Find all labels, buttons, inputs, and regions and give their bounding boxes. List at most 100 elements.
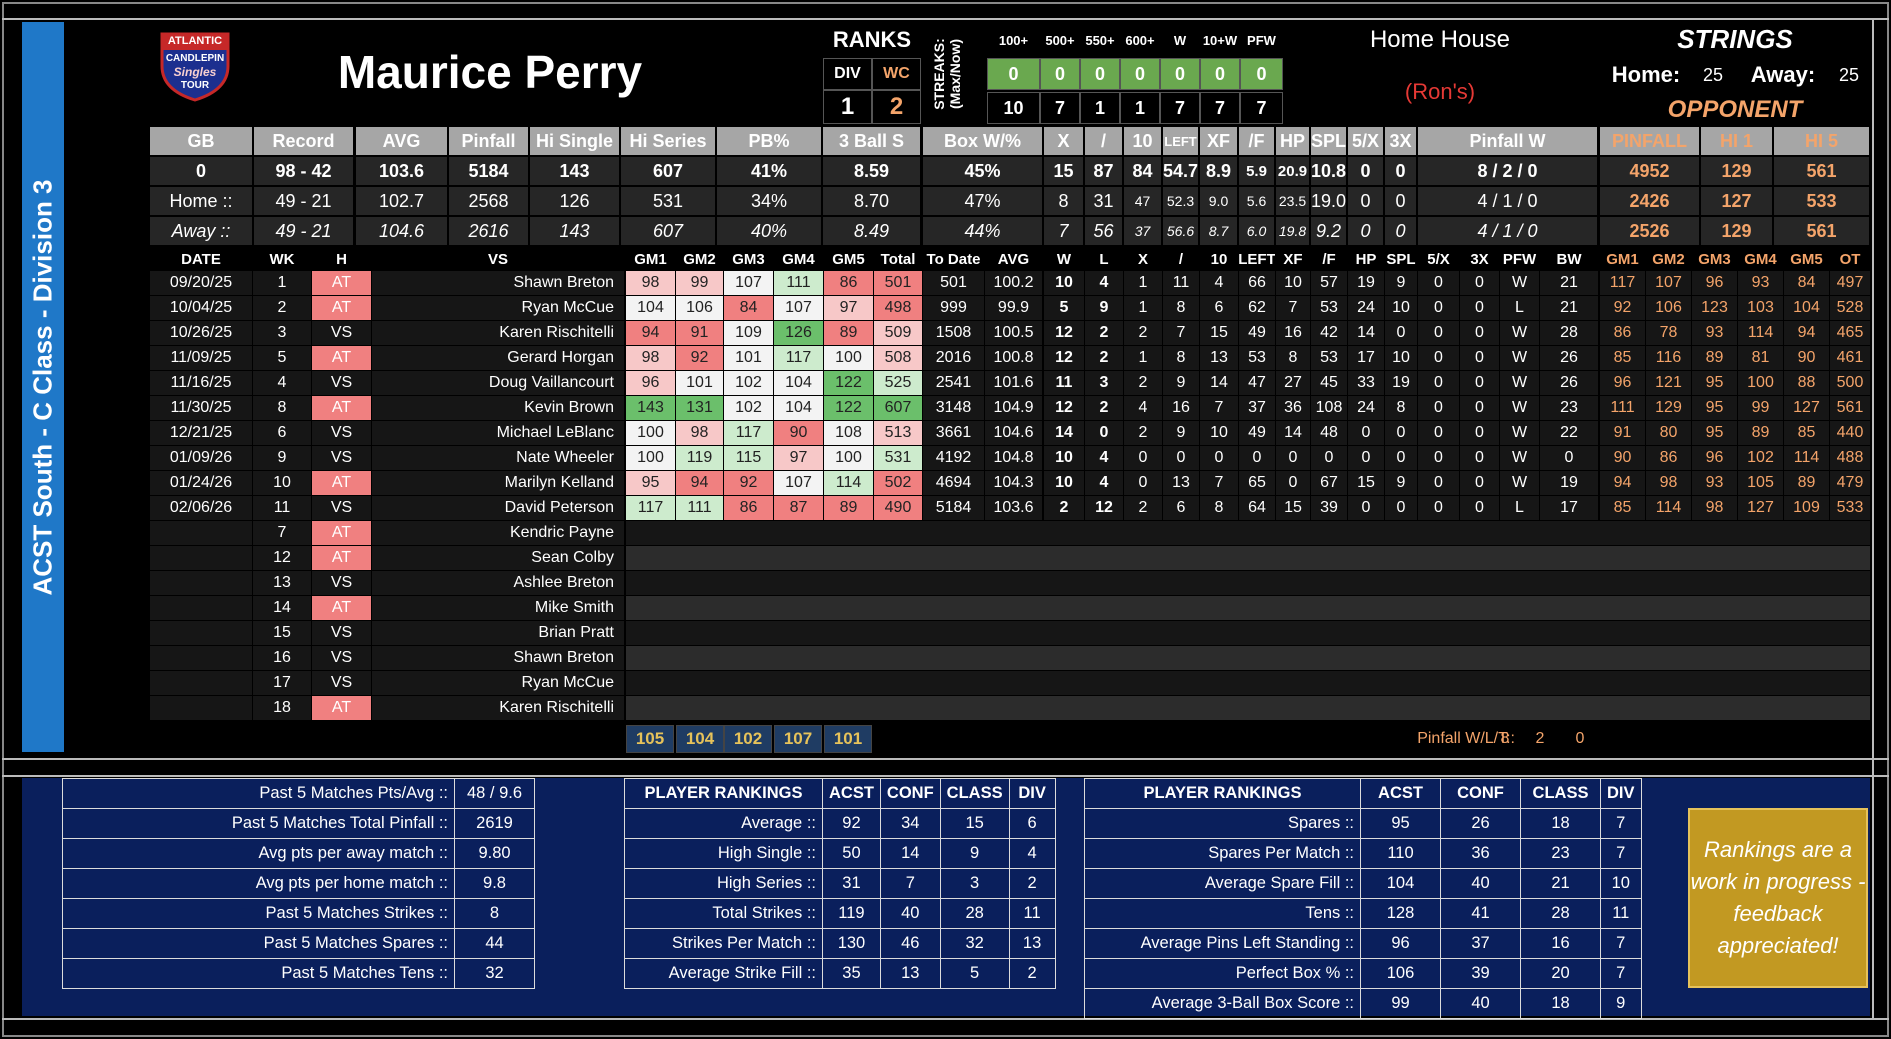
game-score: 94	[626, 321, 675, 345]
game-score: 107	[774, 471, 823, 495]
summary-value: 49 - 21	[254, 187, 353, 215]
game-stat: 4	[1085, 471, 1123, 495]
pinfall-l: 2	[1535, 730, 1545, 747]
game-score: 122	[824, 371, 873, 395]
game-stat: 9	[1085, 296, 1123, 320]
game-stat: 10	[1044, 471, 1084, 495]
game-stat: 0	[1385, 496, 1417, 520]
game-header: GM3	[1698, 250, 1731, 268]
rankings-label: High Series ::	[624, 868, 823, 899]
opp-game: 528	[1830, 296, 1870, 320]
game-total: 501	[874, 271, 922, 295]
upcoming-blank-row	[626, 521, 1870, 545]
game-stat: 0	[1418, 371, 1459, 395]
rankings-label: High Single ::	[624, 838, 823, 869]
opp-value: 127	[1701, 187, 1772, 215]
streaks-label: STREAKS: (Max/Now)	[925, 24, 985, 124]
rankings-value: 7	[879, 868, 941, 899]
game-opponent: Doug Vaillancourt	[372, 371, 624, 395]
divider	[1872, 18, 1874, 1018]
upcoming-opponent: Karen Rischitelli	[372, 696, 624, 720]
summary-header: SPL	[1311, 127, 1346, 155]
past5-label: Past 5 Matches Tens ::	[62, 958, 455, 989]
game-header: GM5	[832, 250, 865, 268]
rankings-value: 11	[1600, 898, 1642, 929]
game-stat: 10	[1276, 271, 1310, 295]
rankings-value: 110	[1360, 838, 1441, 869]
game-stat: 0	[1385, 321, 1417, 345]
game-stat: 28	[1540, 321, 1598, 345]
game-stat: 14	[1348, 321, 1384, 345]
game-header: 5/X	[1427, 250, 1450, 268]
division-band: ACST South - C Class - Division 3	[22, 22, 64, 752]
game-stat: 15	[1200, 321, 1238, 345]
summary-value: 8 / 2 / 0	[1418, 157, 1597, 185]
rankings-value: 13	[1008, 928, 1056, 959]
game-stat: 26	[1540, 346, 1598, 370]
game-header: GM4	[1744, 250, 1777, 268]
rankings-value: 13	[879, 958, 941, 989]
game-stat: 64	[1239, 496, 1275, 520]
rankings-note: Rankings are a work in progress - feedba…	[1688, 808, 1868, 988]
upcoming-opponent: Ashlee Breton	[372, 571, 624, 595]
upcoming-date-empty	[150, 521, 252, 545]
opp-game: 440	[1830, 421, 1870, 445]
game-date: 11/09/25	[150, 346, 252, 370]
game-header: PFW	[1502, 250, 1537, 268]
opp-game: 111	[1600, 396, 1645, 420]
game-stat: 0	[1239, 446, 1275, 470]
game-todate: 3661	[923, 421, 984, 445]
game-stat: 0	[1460, 271, 1499, 295]
opp-game: 91	[1600, 421, 1645, 445]
game-stat: 9	[1385, 471, 1417, 495]
game-stat: 17	[1540, 496, 1598, 520]
game-stat: 2	[1085, 396, 1123, 420]
game-avg: 103.6	[985, 496, 1042, 520]
game-week: 5	[253, 346, 311, 370]
opp-game: 95	[1692, 421, 1737, 445]
game-stat: 0	[1418, 396, 1459, 420]
game-stat: 14	[1276, 421, 1310, 445]
game-week: 11	[253, 496, 311, 520]
rankings-value: 40	[1440, 988, 1521, 1019]
game-score: 94	[676, 471, 723, 495]
opp-game: 116	[1646, 346, 1691, 370]
game-stat: 8	[1163, 296, 1199, 320]
game-total: 525	[874, 371, 922, 395]
game-stat: 62	[1239, 296, 1275, 320]
summary-value: 10.8	[1311, 157, 1346, 185]
streak-header: W	[1173, 32, 1187, 48]
game-stat: 0	[1385, 446, 1417, 470]
upcoming-week: 12	[253, 546, 311, 570]
opp-game: 461	[1830, 346, 1870, 370]
summary-value: 20.9	[1276, 157, 1309, 185]
game-score: 86	[724, 496, 773, 520]
game-date: 11/16/25	[150, 371, 252, 395]
game-stat: 5	[1044, 296, 1084, 320]
game-stat: 19	[1385, 371, 1417, 395]
game-stat: L	[1500, 296, 1539, 320]
summary-value: 44%	[923, 217, 1042, 245]
rankings-value: 40	[1440, 868, 1521, 899]
opp-value: 561	[1774, 217, 1869, 245]
opp-game: 114	[1646, 496, 1691, 520]
game-score: 102	[724, 371, 773, 395]
game-score: 99	[676, 271, 723, 295]
game-stat: 6	[1200, 296, 1238, 320]
streaks-title: STREAKS:	[931, 38, 947, 110]
game-todate: 501	[923, 271, 984, 295]
summary-value: 102.7	[356, 187, 447, 215]
summary-value: 56	[1085, 217, 1122, 245]
game-score: 91	[676, 321, 723, 345]
opp-game: 106	[1646, 296, 1691, 320]
opp-game: 533	[1830, 496, 1870, 520]
game-stat: 49	[1239, 321, 1275, 345]
ranks-wc-label: WC	[872, 58, 921, 90]
summary-value: 5.6	[1239, 187, 1274, 215]
summary-value: 56.6	[1163, 217, 1198, 245]
game-header: 10	[1210, 250, 1228, 268]
streak-max: 10	[987, 92, 1040, 124]
summary-header: LEFT	[1163, 127, 1198, 155]
game-total: 508	[874, 346, 922, 370]
rankings-value: 9	[939, 838, 1010, 869]
